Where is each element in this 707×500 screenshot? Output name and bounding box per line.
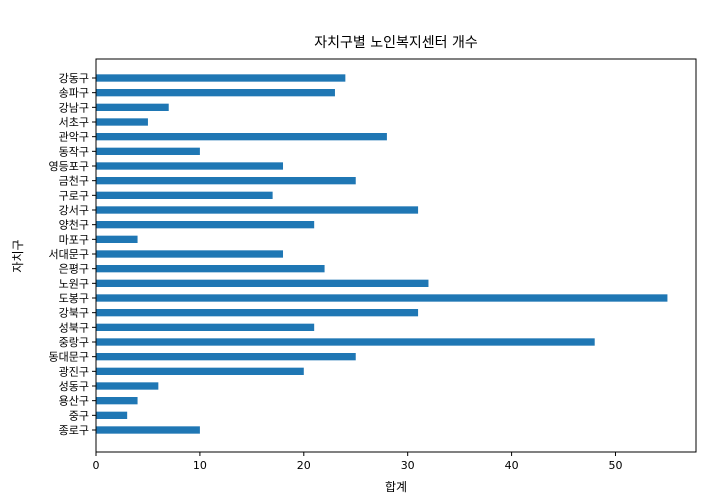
bars [96, 74, 668, 434]
bar [96, 89, 335, 97]
bar [96, 162, 284, 170]
x-tick-label: 40 [505, 459, 519, 472]
bar [96, 353, 356, 361]
bar [96, 382, 159, 390]
bar [96, 397, 138, 405]
bar [96, 177, 356, 185]
y-tick-label: 구로구 [59, 189, 89, 202]
bar [96, 338, 595, 346]
y-tick-label: 서초구 [59, 116, 89, 129]
bar [96, 235, 138, 243]
y-tick-label: 성북구 [59, 321, 89, 334]
x-tick-label: 20 [297, 459, 311, 472]
x-tick-label: 0 [93, 459, 100, 472]
y-tick-label: 동작구 [59, 145, 89, 158]
plot-frame [95, 58, 697, 453]
y-tick-label: 강동구 [59, 72, 89, 85]
bar [96, 323, 315, 331]
x-axis-ticks: 0 10 20 30 40 50 [93, 452, 622, 472]
bar [96, 426, 200, 434]
y-tick-label: 종로구 [59, 424, 89, 437]
bar [96, 250, 284, 258]
bar [96, 103, 169, 111]
y-tick-label: 노원구 [59, 277, 89, 290]
bar [96, 265, 325, 273]
bar [96, 294, 668, 302]
y-tick-label: 금천구 [59, 174, 89, 188]
y-tick-label: 도봉구 [59, 292, 89, 305]
bar [96, 118, 148, 126]
y-tick-label: 강남구 [59, 101, 89, 114]
bar [96, 221, 315, 229]
y-axis-label: 자치구 [11, 239, 25, 272]
bar [96, 206, 419, 214]
x-axis-label: 합계 [385, 480, 407, 494]
y-tick-label: 강서구 [59, 204, 89, 217]
y-tick-label: 중랑구 [59, 336, 89, 349]
y-tick-label: 서대문구 [49, 248, 89, 261]
y-tick-label: 관악구 [59, 131, 89, 144]
chart-title: 자치구별 노인복지센터 개수 [314, 35, 478, 51]
bar [96, 309, 419, 317]
y-tick-label: 송파구 [59, 87, 89, 100]
y-tick-label: 영등포구 [49, 160, 89, 173]
bar [96, 367, 304, 375]
y-tick-label: 양천구 [59, 218, 89, 232]
x-tick-label: 50 [608, 459, 622, 472]
y-tick-label: 마포구 [59, 233, 89, 246]
y-tick-label: 용산구 [59, 395, 89, 408]
bar [96, 279, 429, 287]
y-tick-label: 강북구 [59, 307, 89, 320]
bar [96, 147, 200, 155]
y-tick-label: 동대문구 [49, 351, 89, 364]
bar [96, 133, 387, 141]
y-tick-label: 중구 [69, 409, 89, 422]
y-tick-label: 광진구 [59, 365, 89, 378]
bar [96, 74, 346, 82]
x-tick-label: 10 [193, 459, 207, 472]
bar [96, 411, 128, 419]
x-tick-label: 30 [401, 459, 415, 472]
y-tick-label: 은평구 [59, 263, 89, 276]
y-tick-label: 성동구 [59, 380, 89, 393]
bar [96, 191, 273, 199]
